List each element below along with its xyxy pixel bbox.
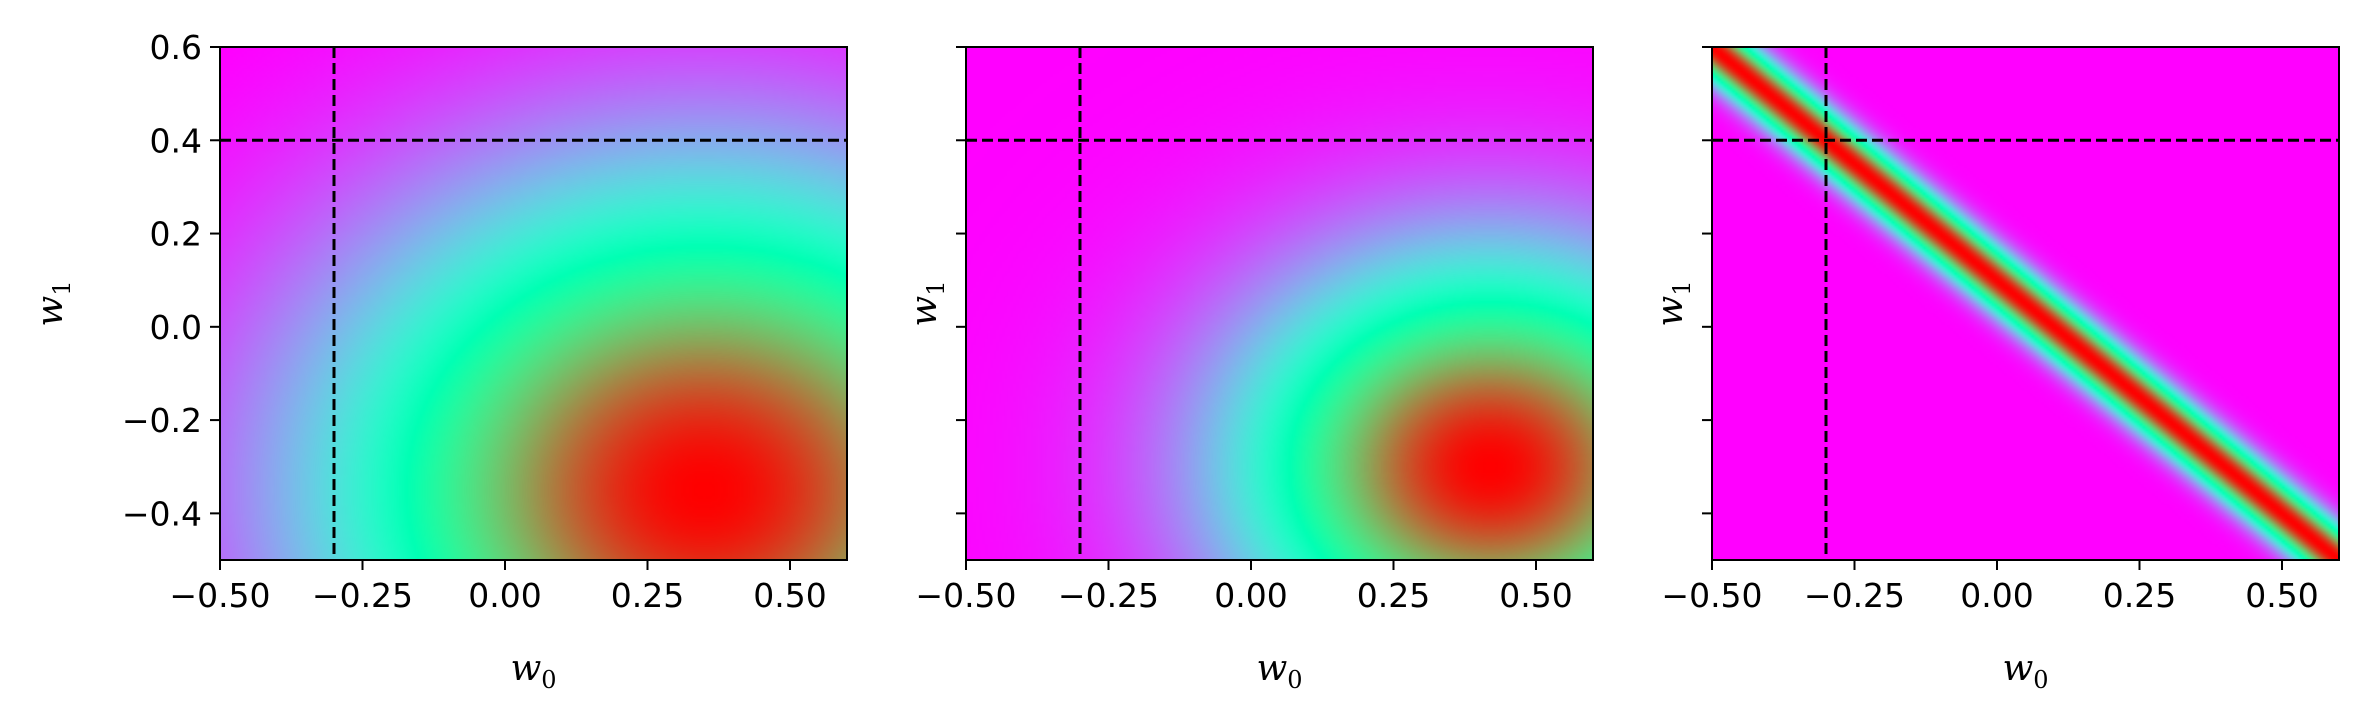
x-tick-label: −0.25 <box>1058 576 1159 615</box>
x-axis-label: w0 <box>510 648 556 694</box>
x-tick-label: −0.25 <box>312 576 413 615</box>
heatmap-image <box>1712 47 2339 560</box>
x-tick-label: 0.25 <box>1357 576 1430 615</box>
x-tick-label: −0.50 <box>1661 576 1762 615</box>
subplot-3: −0.50 −0.25 0.00 0.25 0.50 w0 w1 <box>1650 46 2340 694</box>
x-tick-label: 0.50 <box>2245 576 2318 615</box>
y-axis-label: w1 <box>1650 280 1696 326</box>
heatmap-image <box>966 47 1593 560</box>
subplot-2: −0.50 −0.25 0.00 0.25 0.50 w0 w1 <box>904 46 1594 694</box>
axes-frame <box>219 46 848 561</box>
y-tick-label: −0.4 <box>122 494 202 533</box>
axes-frame <box>1711 46 2340 561</box>
y-tick-label: 0.0 <box>150 308 202 347</box>
subplot-1: −0.50 −0.25 0.00 0.25 0.50 −0.4 −0.2 0.0 0.2 0.4 0… <box>30 28 848 694</box>
y-tick-label: 0.4 <box>150 121 202 160</box>
heatmap-image <box>220 47 847 560</box>
y-axis-label: w1 <box>904 280 950 326</box>
x-axis-label: w0 <box>1256 648 1302 694</box>
y-tick-label: 0.6 <box>150 28 202 67</box>
x-tick-label: 0.00 <box>1214 576 1287 615</box>
x-tick-label: 0.50 <box>753 576 826 615</box>
axes-frame <box>965 46 1594 561</box>
y-axis-label: w1 <box>30 280 76 326</box>
x-tick-label: −0.25 <box>1804 576 1905 615</box>
x-tick-label: 0.50 <box>1499 576 1572 615</box>
x-tick-label: 0.00 <box>1960 576 2033 615</box>
y-tick-label: 0.2 <box>150 215 202 254</box>
x-axis-label: w0 <box>2002 648 2048 694</box>
x-tick-label: 0.25 <box>611 576 684 615</box>
x-tick-label: −0.50 <box>915 576 1016 615</box>
x-tick-label: −0.50 <box>169 576 270 615</box>
x-tick-label: 0.25 <box>2103 576 2176 615</box>
x-tick-label: 0.00 <box>468 576 541 615</box>
y-tick-label: −0.2 <box>122 401 202 440</box>
